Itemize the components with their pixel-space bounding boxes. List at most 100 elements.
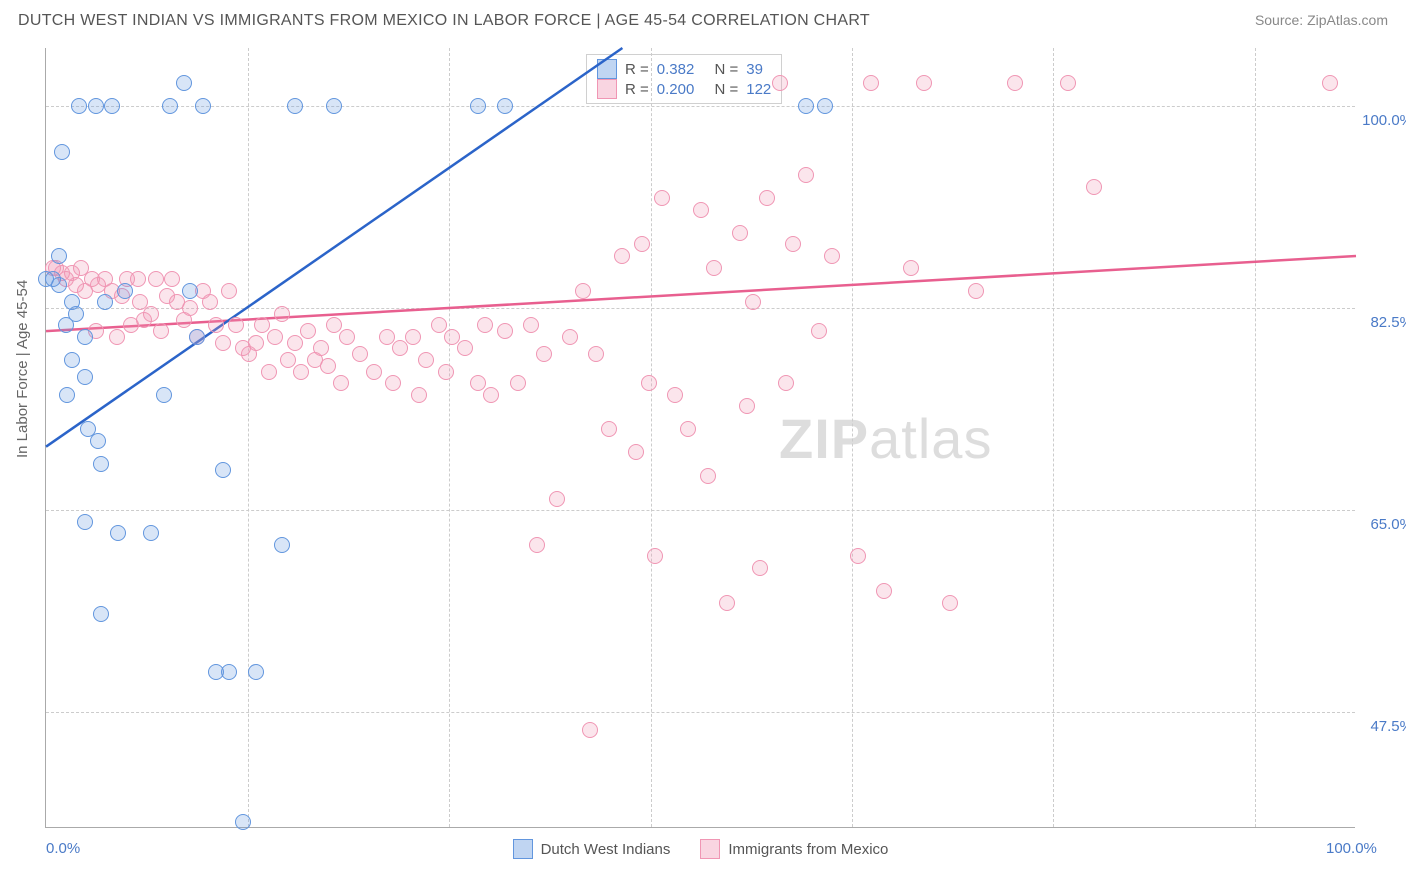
scatter-point-pink	[641, 375, 657, 391]
scatter-point-pink	[352, 346, 368, 362]
scatter-point-blue	[71, 98, 87, 114]
scatter-point-pink	[778, 375, 794, 391]
scatter-point-pink	[785, 236, 801, 252]
scatter-point-pink	[536, 346, 552, 362]
scatter-point-pink	[647, 548, 663, 564]
scatter-point-pink	[680, 421, 696, 437]
y-axis-label: In Labor Force | Age 45-54	[14, 280, 31, 458]
scatter-point-blue	[274, 537, 290, 553]
x-tick-label: 0.0%	[46, 840, 80, 857]
scatter-point-pink	[628, 444, 644, 460]
scatter-point-pink	[582, 722, 598, 738]
scatter-point-pink	[752, 560, 768, 576]
trend-lines	[46, 48, 1356, 828]
scatter-point-pink	[549, 491, 565, 507]
scatter-point-pink	[254, 317, 270, 333]
scatter-point-blue	[182, 283, 198, 299]
scatter-point-pink	[477, 317, 493, 333]
scatter-point-blue	[77, 369, 93, 385]
scatter-point-pink	[274, 306, 290, 322]
scatter-point-pink	[208, 317, 224, 333]
scatter-point-pink	[148, 271, 164, 287]
scatter-point-pink	[588, 346, 604, 362]
scatter-point-blue	[51, 277, 67, 293]
chart-header: DUTCH WEST INDIAN VS IMMIGRANTS FROM MEX…	[0, 0, 1406, 38]
scatter-point-pink	[457, 340, 473, 356]
scatter-point-blue	[215, 462, 231, 478]
scatter-point-pink	[228, 317, 244, 333]
scatter-point-pink	[215, 335, 231, 351]
scatter-point-pink	[497, 323, 513, 339]
scatter-point-pink	[529, 537, 545, 553]
chart-container: In Labor Force | Age 45-54 ZIPatlas R = …	[0, 38, 1406, 878]
scatter-point-pink	[634, 236, 650, 252]
scatter-point-pink	[562, 329, 578, 345]
scatter-point-pink	[300, 323, 316, 339]
scatter-point-pink	[759, 190, 775, 206]
scatter-point-pink	[392, 340, 408, 356]
scatter-point-pink	[405, 329, 421, 345]
scatter-point-blue	[77, 329, 93, 345]
scatter-point-pink	[221, 283, 237, 299]
y-tick-label: 65.0%	[1370, 516, 1406, 533]
scatter-point-blue	[470, 98, 486, 114]
scatter-point-blue	[51, 248, 67, 264]
scatter-point-pink	[811, 323, 827, 339]
scatter-point-pink	[693, 202, 709, 218]
scatter-point-pink	[267, 329, 283, 345]
scatter-point-blue	[798, 98, 814, 114]
scatter-point-blue	[54, 144, 70, 160]
scatter-point-blue	[117, 283, 133, 299]
scatter-point-blue	[156, 387, 172, 403]
scatter-point-pink	[968, 283, 984, 299]
scatter-point-pink	[411, 387, 427, 403]
legend-item-pink: Immigrants from Mexico	[700, 839, 888, 859]
scatter-point-pink	[182, 300, 198, 316]
scatter-point-blue	[59, 387, 75, 403]
scatter-point-pink	[320, 358, 336, 374]
scatter-point-blue	[235, 814, 251, 830]
scatter-point-blue	[64, 352, 80, 368]
scatter-point-pink	[903, 260, 919, 276]
scatter-point-blue	[162, 98, 178, 114]
scatter-point-pink	[248, 335, 264, 351]
scatter-point-blue	[93, 456, 109, 472]
scatter-point-pink	[261, 364, 277, 380]
scatter-point-pink	[798, 167, 814, 183]
plot-area: ZIPatlas R = 0.382 N = 39 R = 0.200 N = …	[45, 48, 1355, 828]
scatter-point-pink	[739, 398, 755, 414]
series-legend: Dutch West Indians Immigrants from Mexic…	[46, 839, 1355, 859]
scatter-point-blue	[90, 433, 106, 449]
y-tick-label: 82.5%	[1370, 314, 1406, 331]
scatter-point-pink	[313, 340, 329, 356]
scatter-point-blue	[817, 98, 833, 114]
scatter-point-pink	[876, 583, 892, 599]
legend-label: Immigrants from Mexico	[728, 841, 888, 858]
scatter-point-pink	[444, 329, 460, 345]
scatter-point-pink	[719, 595, 735, 611]
chart-title: DUTCH WEST INDIAN VS IMMIGRANTS FROM MEX…	[18, 12, 870, 30]
legend-label: Dutch West Indians	[541, 841, 671, 858]
scatter-point-pink	[706, 260, 722, 276]
y-tick-label: 47.5%	[1370, 718, 1406, 735]
scatter-point-pink	[109, 329, 125, 345]
scatter-point-pink	[614, 248, 630, 264]
scatter-point-pink	[379, 329, 395, 345]
scatter-point-pink	[916, 75, 932, 91]
scatter-point-blue	[287, 98, 303, 114]
scatter-point-pink	[339, 329, 355, 345]
scatter-point-pink	[385, 375, 401, 391]
scatter-point-pink	[293, 364, 309, 380]
scatter-point-pink	[1322, 75, 1338, 91]
scatter-point-pink	[1060, 75, 1076, 91]
scatter-point-blue	[497, 98, 513, 114]
scatter-point-blue	[143, 525, 159, 541]
scatter-point-pink	[470, 375, 486, 391]
scatter-point-blue	[93, 606, 109, 622]
scatter-point-pink	[667, 387, 683, 403]
scatter-point-pink	[745, 294, 761, 310]
scatter-point-pink	[333, 375, 349, 391]
legend-item-blue: Dutch West Indians	[513, 839, 671, 859]
scatter-point-pink	[418, 352, 434, 368]
scatter-point-pink	[863, 75, 879, 91]
